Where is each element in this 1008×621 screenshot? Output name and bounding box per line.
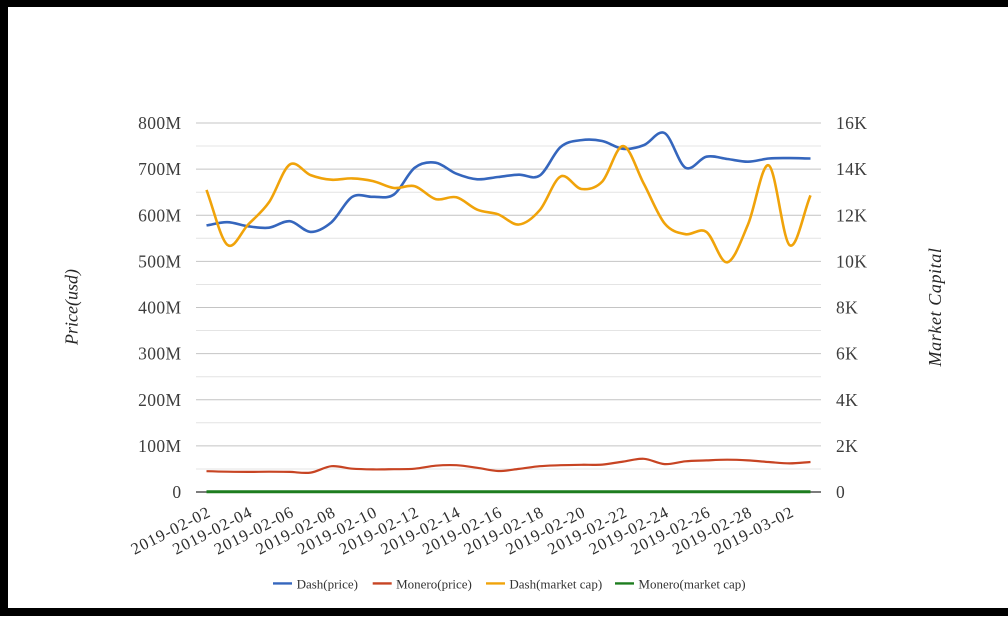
svg-text:Dash(market cap): Dash(market cap) [509, 577, 602, 592]
svg-text:Market Capital: Market Capital [925, 248, 945, 368]
svg-text:400M: 400M [138, 298, 181, 318]
svg-text:10K: 10K [836, 251, 867, 271]
svg-text:300M: 300M [138, 344, 181, 364]
svg-text:0: 0 [836, 482, 845, 502]
svg-text:12K: 12K [836, 205, 867, 225]
svg-text:16K: 16K [836, 113, 867, 133]
svg-text:100M: 100M [138, 436, 181, 456]
svg-text:600M: 600M [138, 205, 181, 225]
svg-text:14K: 14K [836, 159, 867, 179]
svg-text:Monero(market cap): Monero(market cap) [638, 577, 745, 592]
svg-text:8K: 8K [836, 298, 858, 318]
svg-text:Price(usd): Price(usd) [62, 269, 83, 346]
svg-text:6K: 6K [836, 344, 858, 364]
svg-text:200M: 200M [138, 390, 181, 410]
svg-text:Dash(price): Dash(price) [297, 577, 358, 592]
svg-text:0: 0 [172, 482, 181, 502]
svg-text:700M: 700M [138, 159, 181, 179]
svg-text:2K: 2K [836, 436, 858, 456]
svg-text:800M: 800M [138, 113, 181, 133]
svg-text:Monero(price): Monero(price) [396, 577, 472, 592]
svg-text:500M: 500M [138, 251, 181, 271]
svg-text:4K: 4K [836, 390, 858, 410]
